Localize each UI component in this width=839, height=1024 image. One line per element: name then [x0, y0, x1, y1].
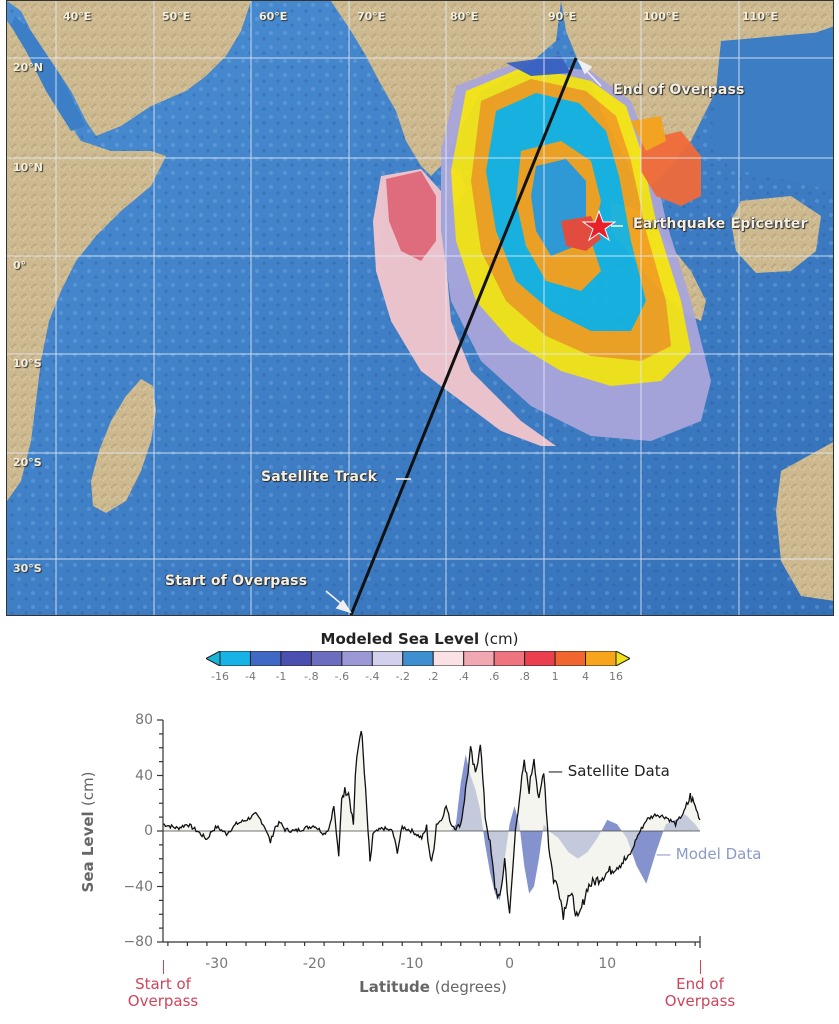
map-canvas	[7, 1, 833, 615]
land-madagascar	[91, 379, 156, 513]
satellite-track-line	[349, 57, 578, 615]
satellite-track-label: Satellite Track	[261, 469, 378, 485]
colorbar	[206, 651, 630, 666]
legend-satellite-data: — Satellite Data	[548, 762, 670, 780]
colorbar-bin	[310, 651, 343, 666]
y-tick-label: 80	[135, 712, 153, 728]
satellite-fill-area	[163, 731, 700, 920]
colorbar-tick: -16	[211, 670, 229, 683]
start-of-overpass-label: Start of Overpass	[165, 573, 308, 589]
legend-satellite-label: Satellite Data	[567, 762, 670, 780]
x-tick-label: -10	[400, 956, 424, 972]
x-axis-title-unit: (degrees)	[434, 978, 507, 996]
lat-label-10s: 10°S	[13, 357, 42, 370]
y-tick-label: 40	[135, 767, 153, 784]
land-borneo	[731, 196, 821, 273]
colorbar-bin	[249, 651, 282, 666]
colorbar-bin	[554, 651, 587, 666]
tsunami-map: 40°E 50°E 60°E 70°E 80°E 90°E 100°E 110°…	[6, 0, 834, 616]
end-of-overpass-text: End of Overpass	[664, 975, 736, 1010]
lat-label-0: 0°	[13, 259, 27, 272]
start-of-overpass-marker: Start of Overpass	[118, 960, 208, 1010]
earthquake-epicenter-label: Earthquake Epicenter	[633, 216, 808, 232]
colorbar-tick: .8	[519, 670, 530, 683]
lon-label-70e: 70°E	[357, 10, 386, 23]
colorbar-tick: -.2	[395, 670, 410, 683]
lon-label-50e: 50°E	[162, 10, 191, 23]
colorbar-bins	[219, 651, 617, 666]
lat-label-20n: 20°N	[13, 61, 44, 74]
x-tick-label: 10	[598, 956, 617, 972]
colorbar-bin	[585, 651, 617, 666]
lon-label-40e: 40°E	[63, 10, 92, 23]
colorbar-tick: 16	[609, 670, 623, 683]
colorbar-tick: 1	[551, 670, 559, 683]
overpass-arrows	[325, 59, 623, 614]
map-grid	[7, 1, 833, 615]
land-arabia	[7, 1, 251, 136]
y-tick-label: −40	[123, 878, 153, 895]
colorbar-title-text: Modeled Sea Level	[320, 630, 480, 648]
x-axis-title: Latitude (degrees)	[359, 978, 507, 996]
x-tick-label: -20	[302, 956, 326, 972]
end-of-overpass-label: End of Overpass	[613, 82, 745, 98]
colorbar-bin	[219, 651, 251, 666]
colorbar-tick-labels: -16 -4 -1 -.8 -.6 -.4 -.2 .2 .4 .6 .8 1 4 16	[0, 670, 839, 684]
legend-model-data: — Model Data	[656, 845, 762, 863]
start-of-overpass-text: Start of Overpass	[127, 975, 199, 1010]
colorbar-tick: -.8	[304, 670, 319, 683]
colorbar-bin	[371, 651, 404, 666]
colorbar-tick: 4	[582, 670, 590, 683]
colorbar-bin	[524, 651, 556, 666]
colorbar-bin	[402, 651, 434, 666]
land-africa	[7, 21, 166, 501]
colorbar-tick: -.6	[334, 670, 350, 683]
lon-label-110e: 110°E	[742, 10, 778, 23]
colorbar-tick: .2	[427, 670, 439, 683]
epicenter-star-icon	[581, 209, 617, 242]
start-marker-tick	[162, 960, 164, 974]
colorbar-tick: .4	[458, 670, 469, 683]
colorbar-tick: -.4	[365, 670, 380, 683]
x-axis-title-text: Latitude	[359, 978, 430, 996]
colorbar-bin	[493, 651, 526, 666]
colorbar-bin	[463, 651, 495, 666]
land-australia	[776, 442, 833, 601]
lat-label-10n: 10°N	[13, 161, 44, 174]
lon-label-60e: 60°E	[259, 10, 288, 23]
lon-label-80e: 80°E	[450, 10, 479, 23]
y-axis-title: Sea Level (cm)	[79, 772, 97, 893]
end-marker-tick	[699, 960, 701, 974]
lat-label-30s: 30°S	[13, 562, 42, 575]
y-tick-label: 0	[144, 823, 153, 839]
lat-label-20s: 20°S	[13, 456, 42, 469]
x-tick-label: 0	[505, 956, 515, 972]
legend-model-label: Model Data	[675, 845, 762, 863]
colorbar-under-arrow	[206, 651, 221, 666]
chart-axes	[157, 719, 701, 948]
colorbar-over-arrow	[615, 651, 630, 666]
lon-label-90e: 90°E	[548, 10, 577, 23]
y-tick-label: −80	[123, 934, 153, 950]
x-tick-label: -30	[205, 956, 229, 972]
end-of-overpass-marker: End of Overpass	[655, 960, 745, 1010]
colorbar-tick: -4	[244, 670, 256, 683]
colorbar-title: Modeled Sea Level (cm)	[0, 630, 839, 648]
sea-level-chart	[157, 719, 701, 948]
lon-label-100e: 100°E	[643, 10, 679, 23]
tsunami-model-field	[373, 56, 711, 446]
colorbar-unit: (cm)	[483, 630, 519, 648]
colorbar-bin	[432, 651, 465, 666]
colorbar-tick: .6	[488, 670, 500, 683]
y-axis-title-text: Sea Level	[79, 811, 97, 893]
y-axis-title-unit: (cm)	[79, 771, 97, 807]
colorbar-bin	[341, 651, 373, 666]
satellite-data-line	[162, 731, 701, 920]
colorbar-bin	[280, 651, 312, 666]
colorbar-tick: -1	[275, 670, 287, 683]
